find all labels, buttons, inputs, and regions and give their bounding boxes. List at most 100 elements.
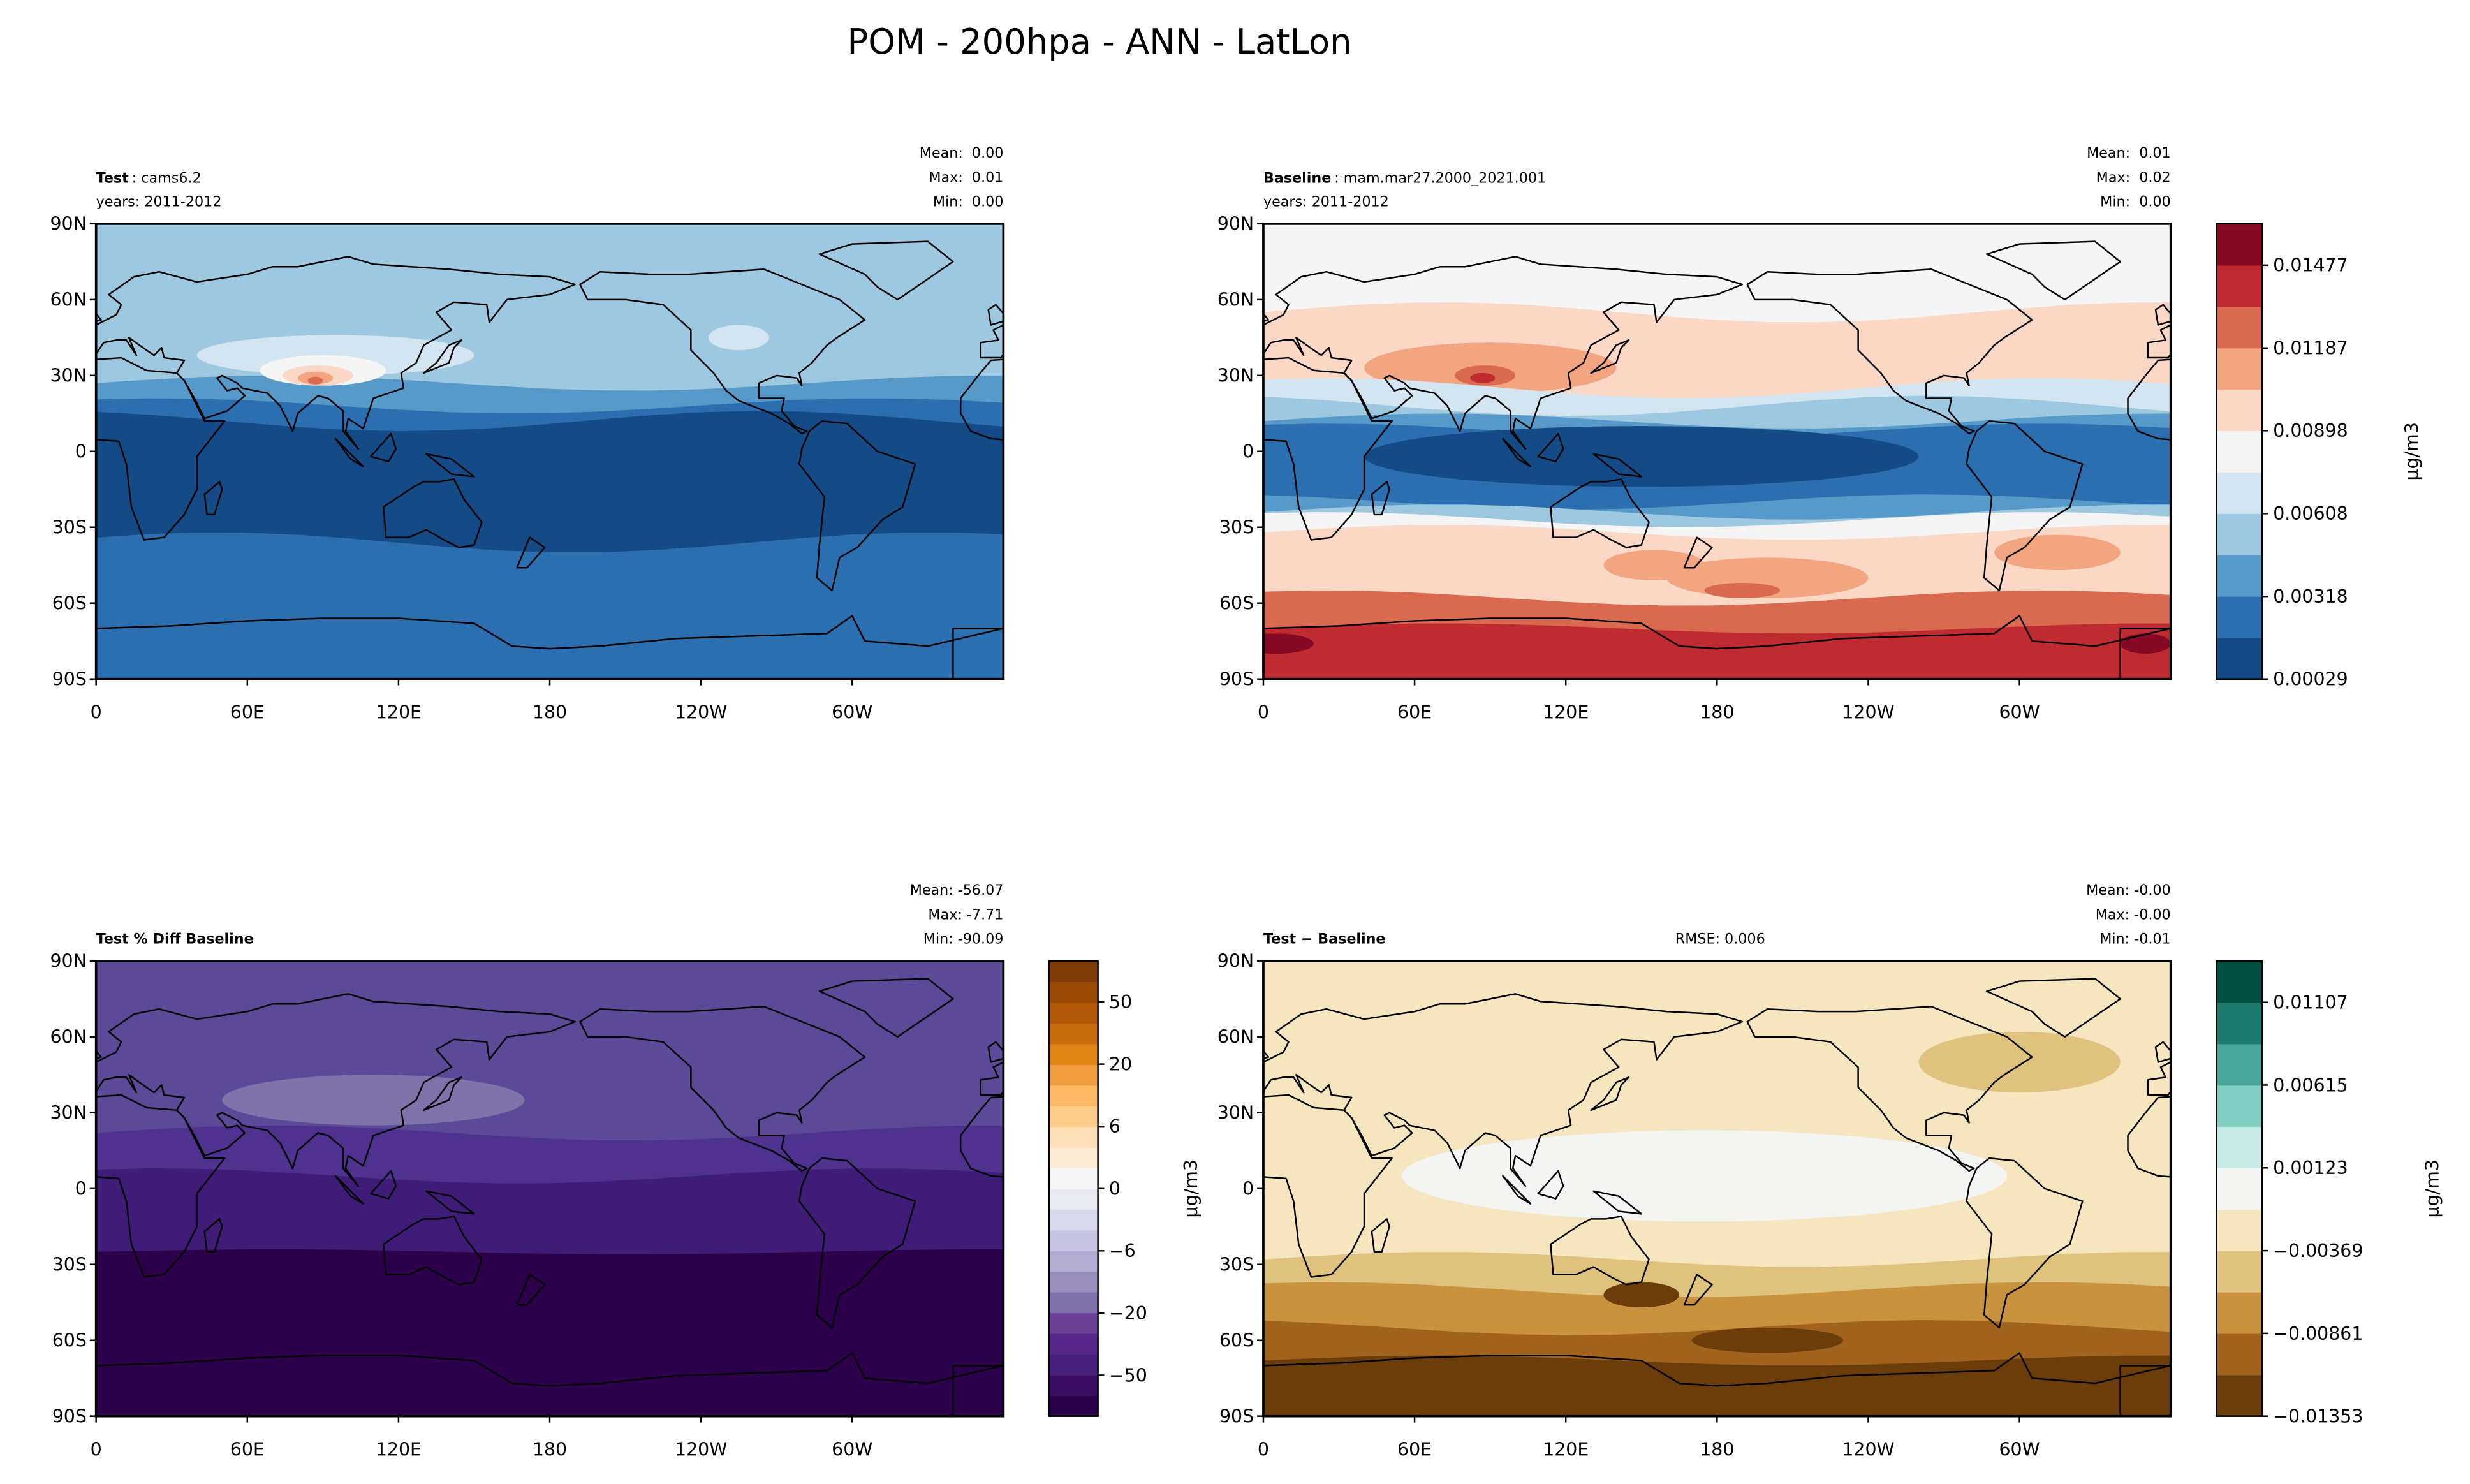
x-tick-label: 60E (1397, 702, 1432, 723)
contour-fill (307, 376, 323, 385)
y-tick-label: 0 (75, 441, 87, 462)
coastline (798, 1157, 916, 1329)
coastline (423, 339, 462, 374)
coastline (96, 993, 576, 1187)
colorbar-band (1049, 1168, 1098, 1189)
colorbar-band (1049, 960, 1098, 983)
x-tick-label: 60E (230, 702, 265, 723)
coastline (1263, 615, 2171, 650)
contour-fill (1994, 534, 2121, 571)
coastline (1966, 1157, 2084, 1329)
coastline (370, 432, 397, 462)
y-tick-label: 60N (50, 1027, 86, 1048)
x-tick-label: 120E (376, 702, 422, 723)
contour-fill (1918, 1031, 2121, 1093)
coastline (382, 1216, 483, 1286)
x-tick-label: 180 (1700, 702, 1734, 723)
y-tick-label: 60S (52, 1330, 87, 1351)
coastline (1263, 356, 1393, 541)
colorbar-tick-label: 20 (1109, 1054, 1132, 1075)
y-tick-label: 30N (1217, 1103, 1254, 1124)
contour-fill (1402, 1130, 2007, 1222)
y-tick-label: 60S (52, 593, 87, 614)
colorbar-band (1049, 981, 1098, 1003)
x-tick-label: 60W (1999, 1439, 2040, 1460)
colorbar-band (2216, 306, 2262, 349)
contour-fill (1364, 426, 1919, 487)
colorbar-tick-label: 0.00318 (2273, 586, 2348, 607)
colorbar-band (2216, 430, 2262, 473)
coastline (1502, 1175, 1532, 1205)
colorbar-band (1049, 1312, 1098, 1334)
map-field (96, 960, 1004, 1416)
map-field (1263, 960, 2171, 1416)
coastline (1683, 536, 1713, 569)
colorbar-band (1049, 1064, 1098, 1086)
y-tick-label: 90N (50, 951, 86, 972)
coastline (1985, 978, 2121, 1038)
panel-years: years: 2011-2012 (96, 194, 222, 210)
panel-title-bold: Test − Baseline (1263, 931, 1386, 948)
colorbar-frame (2216, 960, 2263, 1417)
coastline (370, 1170, 397, 1200)
contour-fill (1603, 1282, 1680, 1308)
colorbar-band (1049, 1043, 1098, 1065)
colorbar-tick-label: −0.00861 (2273, 1323, 2363, 1344)
colorbar-band (2216, 1043, 2262, 1086)
colorbar-label: μg/m3 (1180, 1159, 1202, 1217)
coastline (818, 978, 954, 1038)
coastline (96, 615, 1004, 650)
coastline (579, 1005, 866, 1172)
x-tick-label: 180 (533, 1439, 567, 1460)
coastline (516, 536, 546, 569)
colorbar-band (2216, 1333, 2262, 1376)
y-tick-label: 90N (50, 214, 86, 235)
y-tick-label: 60N (1217, 1027, 1254, 1048)
colorbar-band (2216, 1002, 2262, 1045)
coastline (96, 256, 576, 450)
panel-title-rest: : mam.mar27.2000_2021.001 (1334, 170, 1546, 187)
y-tick-label: 30N (50, 1103, 86, 1124)
panel-title-bold: Baseline (1263, 170, 1331, 187)
colorbar-tick-label: 6 (1109, 1116, 1121, 1137)
colorbar-tick-label: 0.01107 (2273, 992, 2348, 1013)
x-tick-label: 0 (1258, 702, 1269, 723)
colorbar-tick-label: 0.01477 (2273, 255, 2348, 276)
x-tick-label: 120W (675, 702, 727, 723)
coastline (1590, 339, 1630, 374)
coastline (1592, 1190, 1643, 1215)
colorbar-tick-label: 0.00029 (2273, 669, 2348, 690)
colorbar-tick-label: 0.01187 (2273, 338, 2348, 359)
coastline (1550, 1216, 1650, 1286)
panel-stat: Mean: 0.00 (920, 145, 1004, 161)
contour-fill (1263, 633, 1314, 654)
colorbar-band (2216, 265, 2262, 307)
coastline (96, 356, 226, 541)
colorbar-band (2216, 472, 2262, 514)
colorbar-tick-label: 0 (1109, 1179, 1121, 1200)
panel-stat: Mean: -56.07 (910, 882, 1004, 899)
coastline (425, 453, 475, 478)
colorbar-label: μg/m3 (2422, 1159, 2443, 1217)
contour-fill (1704, 582, 1781, 598)
y-tick-label: 30N (50, 365, 86, 386)
colorbar-band (1049, 1271, 1098, 1293)
panel-title-bold: Test % Diff Baseline (96, 931, 254, 948)
coastline (579, 268, 866, 435)
colorbar-tick-label: 50 (1109, 992, 1132, 1013)
colorbar-band (2216, 960, 2262, 1003)
contour-fill (96, 532, 1004, 679)
y-tick-label: 90S (52, 669, 87, 690)
colorbar-tick-label: −6 (1109, 1240, 1136, 1261)
panel-title: Baseline: mam.mar27.2000_2021.001 (1263, 170, 1546, 187)
contour-fill (222, 1075, 525, 1126)
colorbar-tick-label: 0.00123 (2273, 1157, 2348, 1179)
coastline (1502, 437, 1532, 467)
panel-title: Test % Diff Baseline (96, 931, 254, 948)
colorbar-band (1049, 1085, 1098, 1106)
coastline (382, 478, 483, 548)
rmse: RMSE: 0.006 (1675, 931, 1765, 948)
coastline (96, 1352, 1004, 1387)
colorbar-band (1049, 1374, 1098, 1396)
y-tick-label: 60N (1217, 290, 1254, 311)
